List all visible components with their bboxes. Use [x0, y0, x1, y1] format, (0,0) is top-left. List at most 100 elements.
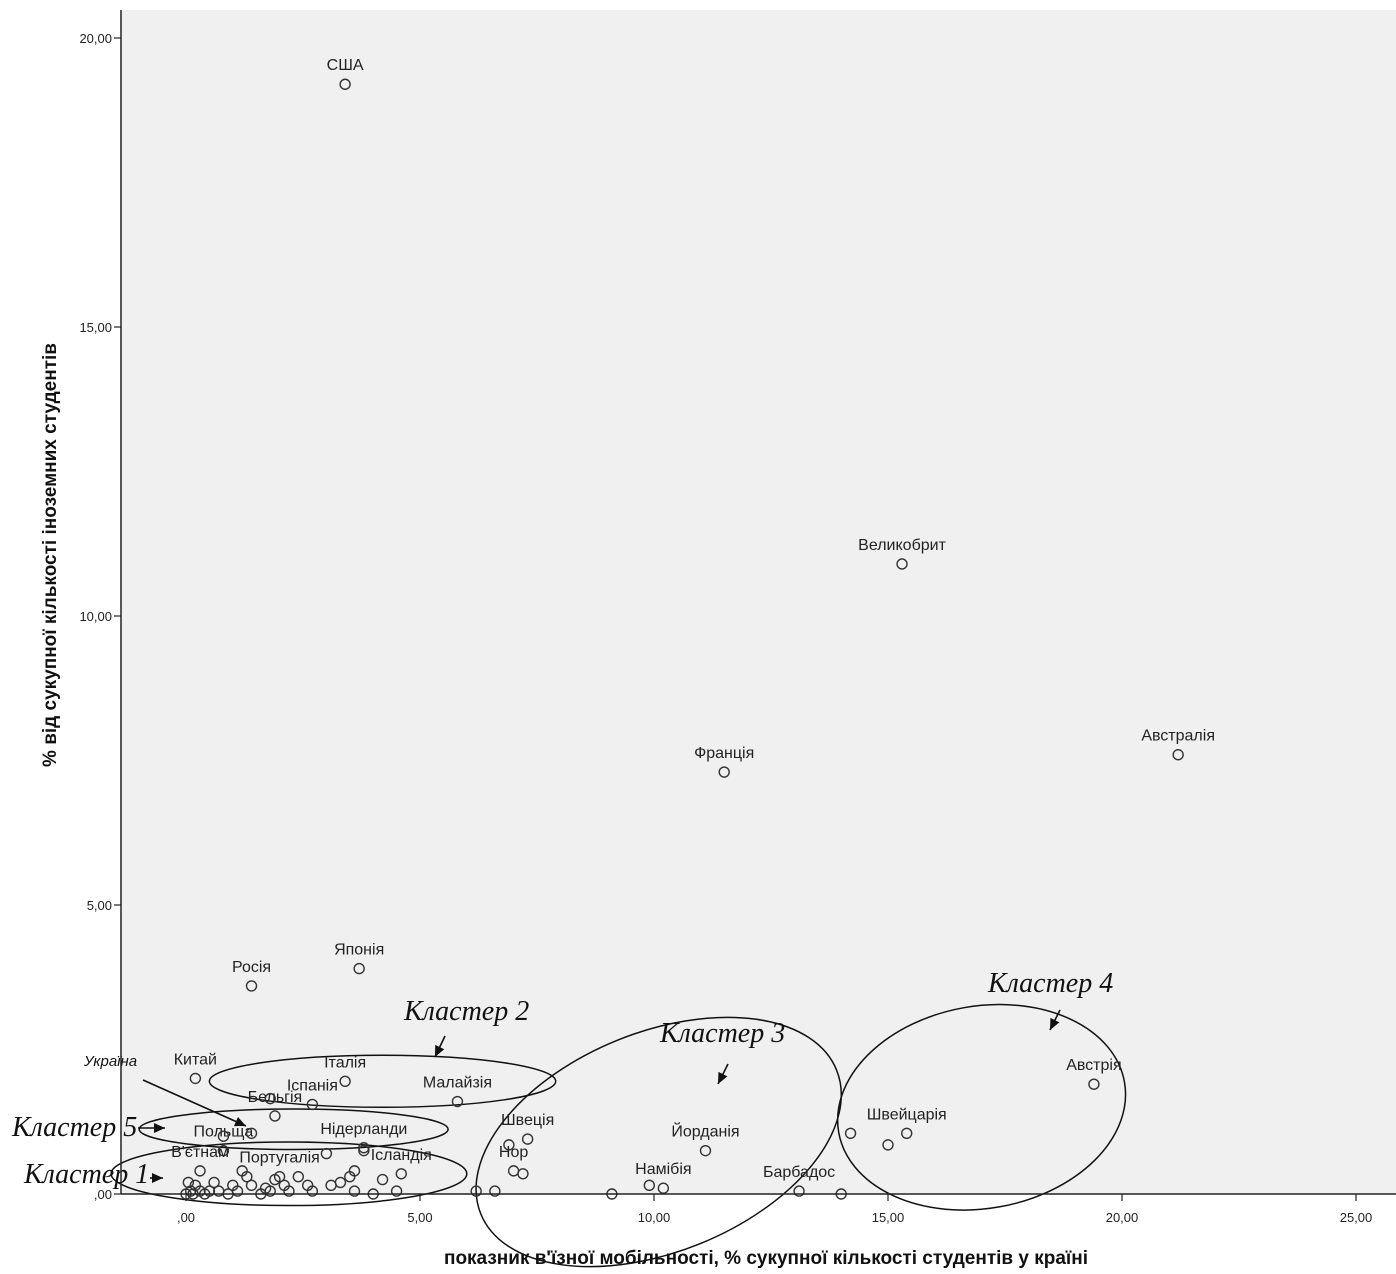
data-point	[264, 1092, 276, 1105]
annotation-arrow-line	[142, 1079, 247, 1127]
data-point	[1172, 749, 1184, 761]
data-point-label: США	[327, 57, 364, 74]
x-tick-label: 5,00	[407, 1210, 432, 1225]
x-axis-ticks: ,00 5,00 10,00 15,00 20,00 25,00	[177, 1194, 1372, 1225]
annotation-arrow-head	[718, 1071, 728, 1084]
data-point	[339, 78, 351, 90]
data-point	[264, 1185, 276, 1197]
data-point	[339, 1075, 351, 1087]
data-point	[278, 1179, 290, 1192]
data-point	[657, 1182, 670, 1194]
annotation-arrow-head	[435, 1044, 445, 1057]
data-point	[489, 1185, 501, 1197]
data-point	[376, 1173, 389, 1186]
cluster-ellipse	[138, 1108, 449, 1151]
data-point	[227, 1179, 239, 1192]
data-point-label: Італія	[324, 1054, 366, 1071]
data-point	[348, 1185, 361, 1197]
data-point	[344, 1170, 356, 1183]
data-point	[325, 1179, 337, 1192]
plot-area	[121, 10, 1396, 1194]
data-point	[306, 1098, 319, 1111]
x-tick-label: 20,00	[1106, 1210, 1139, 1225]
data-point	[901, 1127, 913, 1140]
x-tick-label: 15,00	[872, 1210, 905, 1225]
data-point-label: Польща	[194, 1124, 254, 1141]
data-point	[699, 1144, 712, 1157]
data-point-label: Швеція	[501, 1112, 554, 1129]
data-point-label: Австрія	[1066, 1057, 1121, 1074]
data-point	[269, 1110, 281, 1122]
data-point	[521, 1133, 534, 1145]
data-point-label: Барбадос	[763, 1164, 835, 1181]
data-point-label: Японія	[334, 942, 384, 959]
y-axis-ticks: ,00 5,00 10,00 15,00 20,00	[79, 31, 121, 1202]
annotation-arrow-head	[1050, 1017, 1060, 1030]
data-point	[395, 1168, 407, 1180]
data-point-label: Великобрит	[858, 537, 946, 554]
data-point	[292, 1170, 305, 1183]
data-point	[358, 1144, 370, 1157]
annotation-arrow-head	[154, 1123, 165, 1133]
data-point	[269, 1173, 281, 1186]
y-tick-label: 10,00	[79, 609, 112, 624]
x-tick-label: 25,00	[1340, 1210, 1373, 1225]
cluster-label: Україна	[83, 1053, 137, 1070]
cluster-label: Кластер 1	[23, 1159, 149, 1190]
data-point	[718, 766, 730, 778]
data-point	[882, 1139, 894, 1151]
y-tick-label: 5,00	[87, 898, 112, 913]
annotation-arrow-head	[233, 1116, 246, 1127]
data-point-label: Ісландія	[371, 1147, 432, 1164]
data-point	[245, 980, 258, 992]
y-axis-title: % від сукупної кількості іноземних студе…	[40, 343, 61, 767]
data-point	[1088, 1078, 1100, 1090]
y-tick-label: 15,00	[79, 320, 112, 335]
data-point	[844, 1127, 857, 1140]
data-point-label: Нідерланди	[320, 1121, 407, 1138]
data-point	[245, 1127, 258, 1140]
data-point	[643, 1179, 656, 1192]
data-point	[451, 1095, 464, 1108]
data-points: США Великобрит Австралія Франція Японія Росія…	[171, 57, 1215, 1200]
data-point	[194, 1165, 206, 1177]
data-point-label: Франція	[694, 745, 754, 762]
cluster-label: Кластер 2	[403, 996, 529, 1027]
cluster-ellipse	[110, 1141, 468, 1207]
data-point	[217, 1144, 230, 1157]
data-point	[236, 1165, 248, 1177]
data-point-label: Китай	[174, 1051, 217, 1068]
data-point	[182, 1176, 195, 1189]
data-point	[517, 1168, 529, 1180]
data-point-label: Росія	[232, 959, 271, 976]
x-tick-label: ,00	[177, 1210, 195, 1225]
data-point	[320, 1147, 333, 1160]
data-point	[793, 1185, 805, 1197]
data-point	[503, 1139, 515, 1151]
annotation-arrow-head	[152, 1173, 163, 1183]
data-point	[353, 962, 365, 975]
data-point	[470, 1185, 482, 1197]
data-point	[189, 1072, 202, 1085]
data-point-label: Намібія	[635, 1161, 691, 1178]
data-point-label: Австралія	[1141, 728, 1215, 745]
cluster-ellipse	[836, 1003, 1127, 1211]
cluster-label: Кластер 5	[11, 1112, 137, 1143]
data-point-label: Швейцарія	[867, 1106, 947, 1123]
data-point-label: В'єтнам	[171, 1144, 229, 1161]
data-point	[245, 1179, 258, 1192]
cluster-ellipse	[208, 1054, 557, 1109]
x-tick-label: 10,00	[638, 1210, 671, 1225]
y-tick-label: ,00	[94, 1187, 112, 1202]
data-point-label: Нор	[499, 1144, 528, 1161]
data-point-label: Йорданія	[671, 1122, 739, 1141]
data-point-label: Португалія	[239, 1150, 319, 1167]
y-tick-label: 20,00	[79, 31, 112, 46]
data-point	[390, 1185, 403, 1197]
data-point	[208, 1176, 220, 1189]
cluster-label: Кластер 4	[987, 968, 1113, 999]
data-point	[301, 1179, 314, 1192]
data-point-label: Малайзія	[423, 1075, 492, 1092]
data-point-label: Іспанія	[287, 1077, 338, 1094]
